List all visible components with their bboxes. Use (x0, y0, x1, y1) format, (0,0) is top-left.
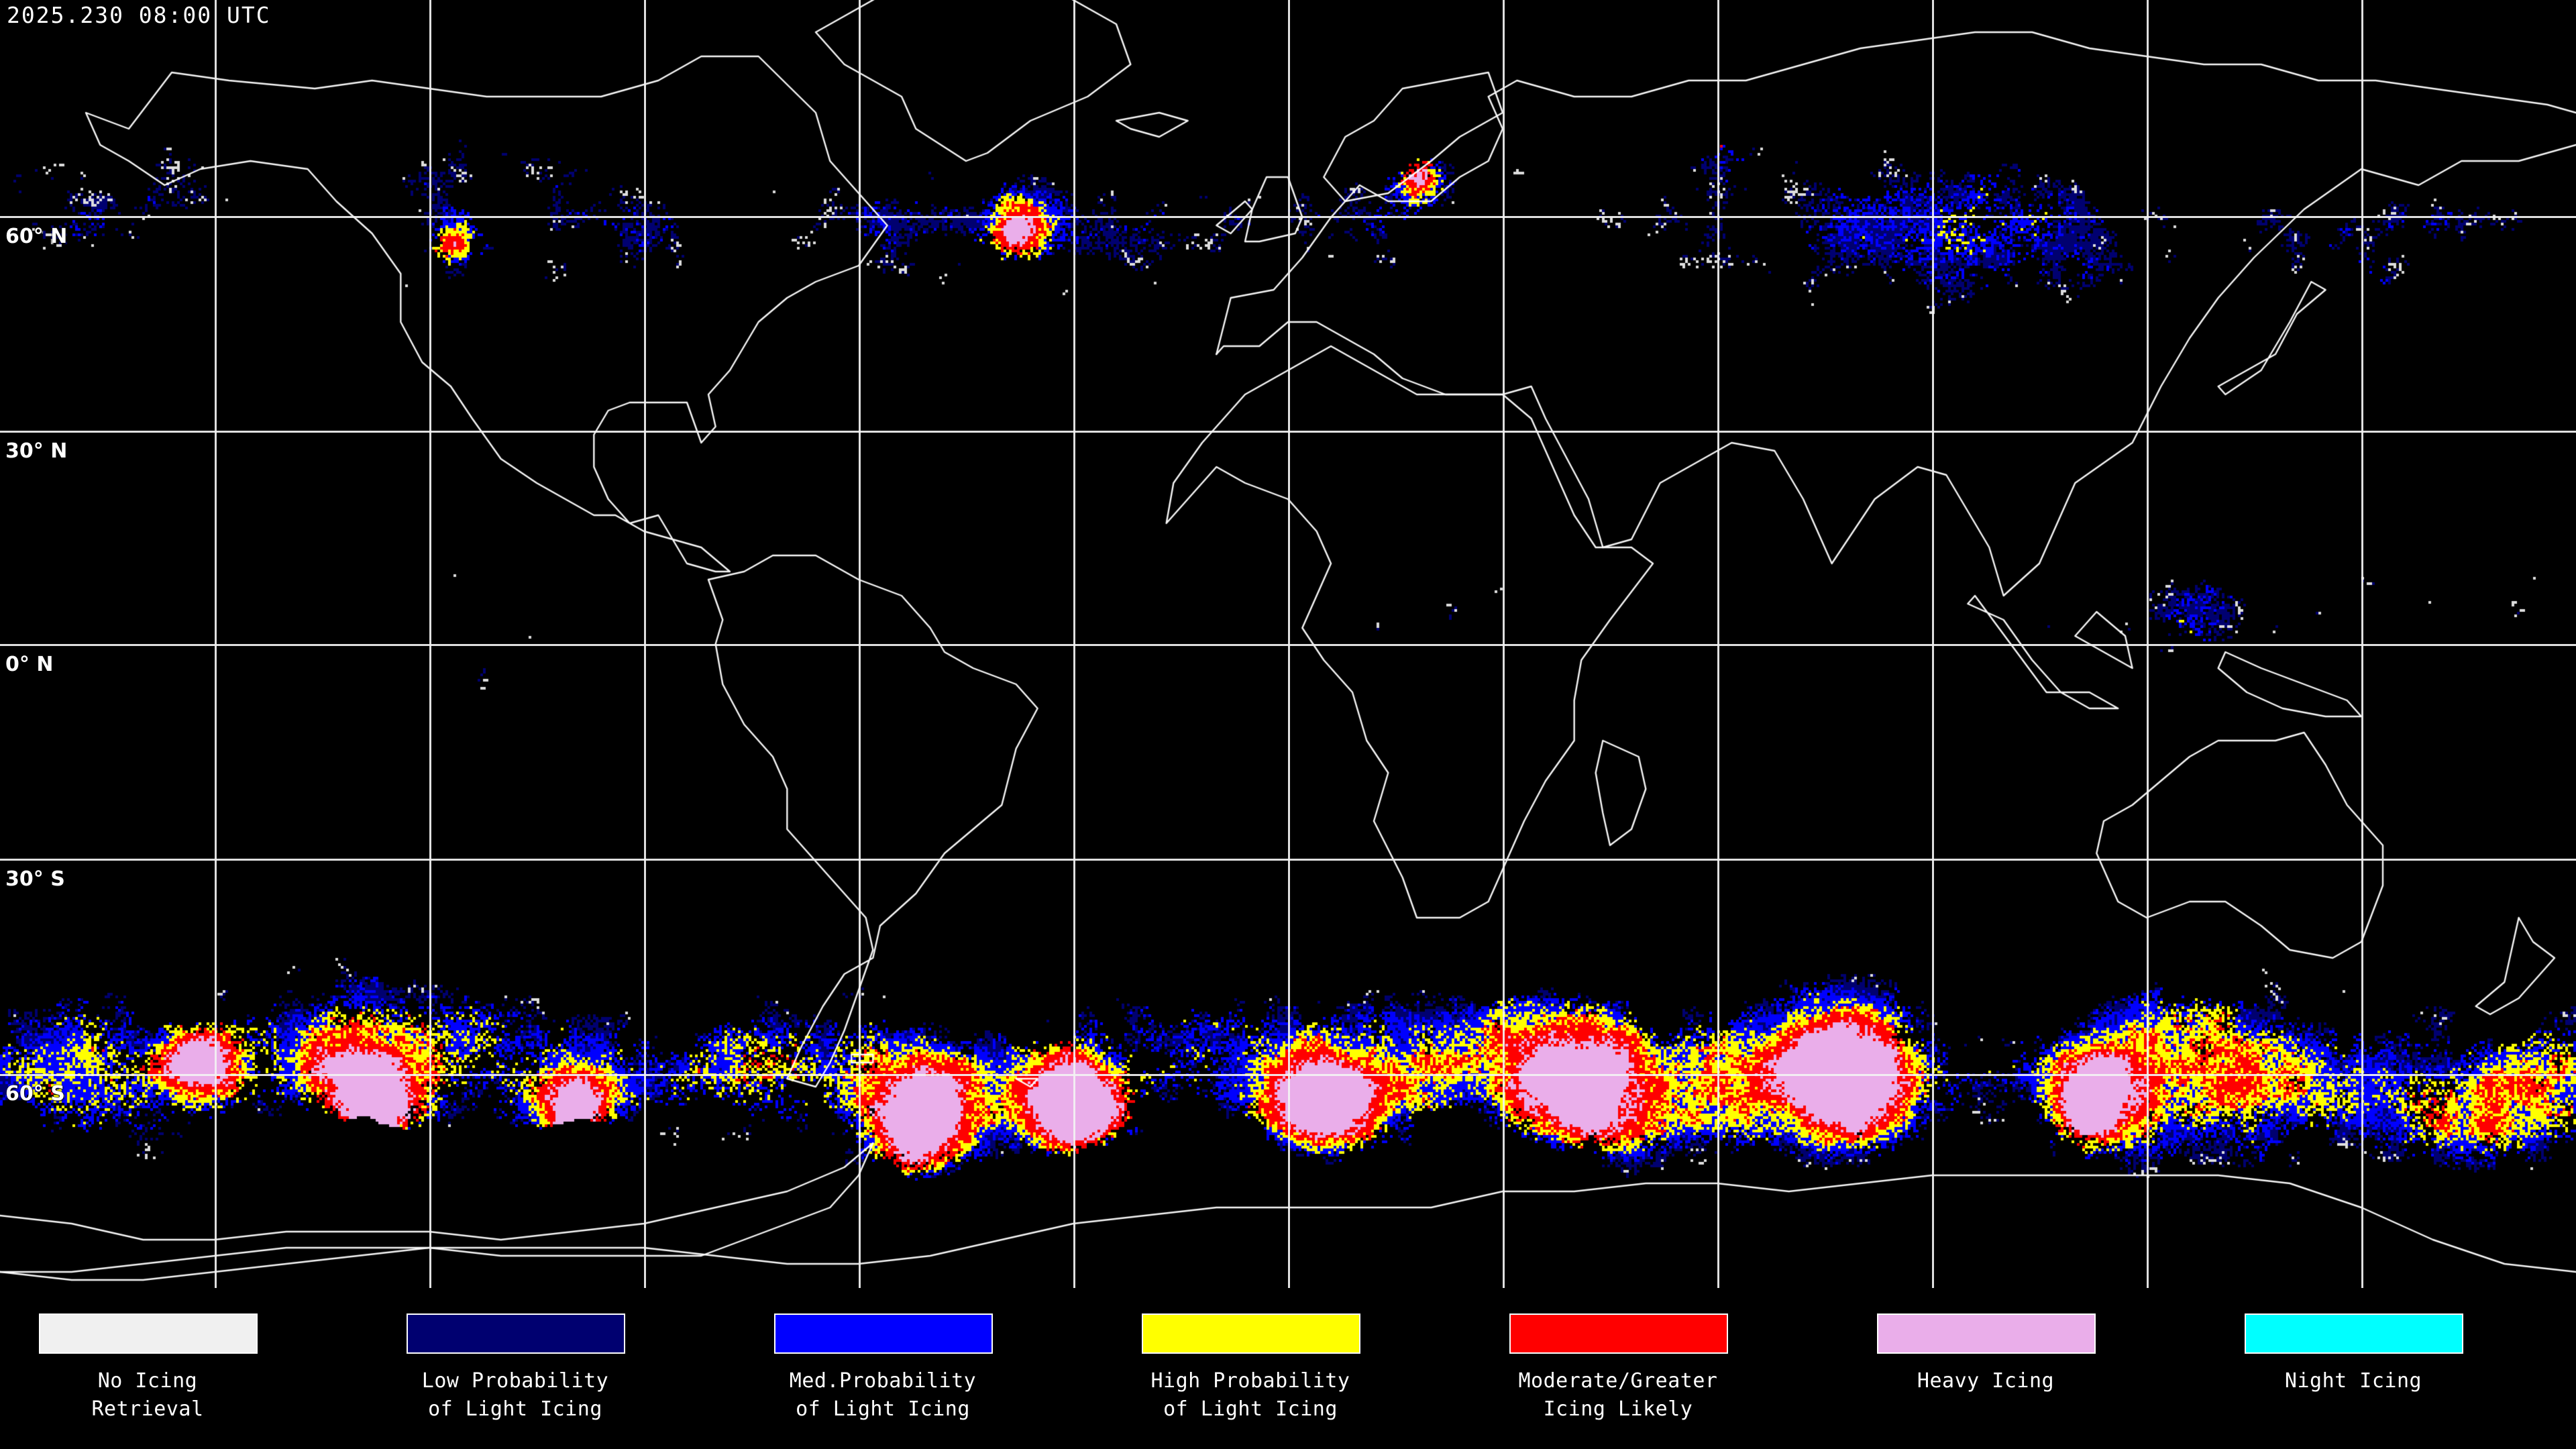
legend: No Icing Retrieval Low Probability of Lig… (0, 1288, 2576, 1449)
legend-swatch (407, 1313, 625, 1354)
legend-item: High Probability of Light Icing (1103, 1288, 1470, 1449)
legend-swatch (1877, 1313, 2096, 1354)
legend-swatch (1142, 1313, 1360, 1354)
global-icing-map[interactable]: 60° N 30° N 0° N 30° S 60° S 2025.230 08:00 … (0, 0, 2576, 1288)
legend-swatch (1509, 1313, 1728, 1354)
icing-raster-canvas (0, 0, 2576, 1288)
legend-item: No Icing Retrieval (0, 1288, 368, 1449)
timestamp-label: 2025.230 08:00 UTC (7, 2, 271, 28)
legend-item: Moderate/Greater Icing Likely (1470, 1288, 1838, 1449)
legend-item: Low Probability of Light Icing (368, 1288, 735, 1449)
legend-swatch (774, 1313, 993, 1354)
legend-item: Night Icing (2206, 1288, 2573, 1449)
legend-label: Moderate/Greater Icing Likely (1518, 1369, 1718, 1421)
legend-label: High Probability of Light Icing (1150, 1369, 1350, 1421)
legend-label: Heavy Icing (1917, 1369, 2055, 1393)
legend-label: Low Probability of Light Icing (421, 1369, 609, 1421)
legend-label: No Icing Retrieval (91, 1369, 204, 1421)
legend-swatch (39, 1313, 258, 1354)
legend-label: Night Icing (2284, 1369, 2422, 1393)
legend-item: Heavy Icing (1838, 1288, 2206, 1449)
legend-swatch (2245, 1313, 2463, 1354)
legend-label: Med.Probability of Light Icing (789, 1369, 977, 1421)
legend-item: Med.Probability of Light Icing (735, 1288, 1103, 1449)
